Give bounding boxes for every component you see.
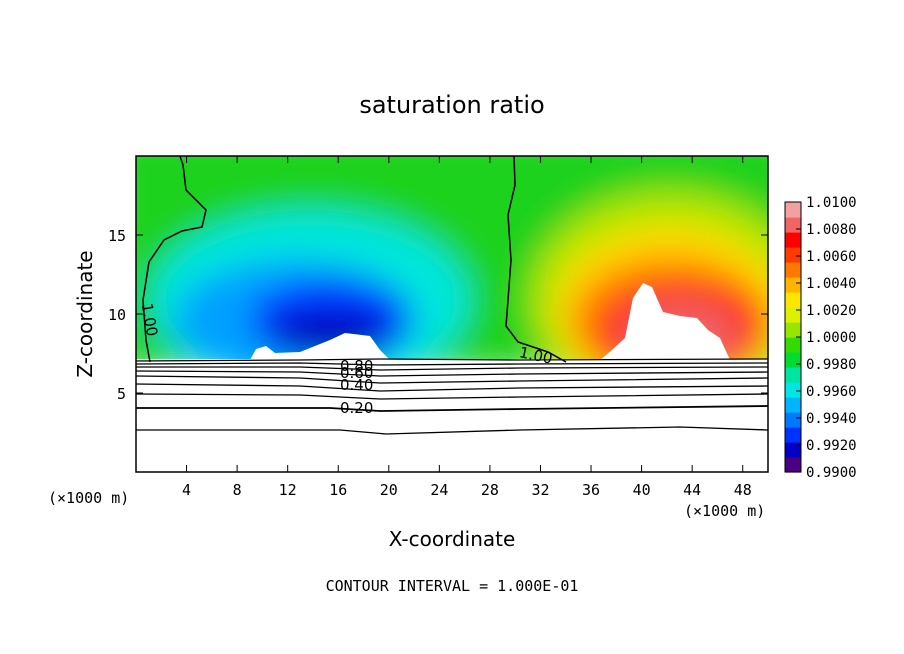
contour-label: 1.00 (138, 302, 162, 338)
contour-labels: 1.00 1.00 0.80 0.60 0.40 0.20 (138, 302, 554, 417)
x-tick-label: 28 (481, 481, 499, 499)
x-unit-right: (×1000 m) (684, 502, 765, 520)
colorbar-swatch (785, 247, 801, 263)
y-axis: 5 10 15 (108, 227, 768, 403)
plot-area: 1.00 1.00 0.80 0.60 0.40 0.20 (136, 156, 768, 472)
colorbar-tick-label: 0.9900 (806, 465, 857, 481)
contour-label: 0.80 (340, 357, 373, 375)
colorbar-tick-label: 1.0020 (806, 303, 857, 319)
colorbar-tick-label: 1.0000 (806, 330, 857, 346)
colorbar-swatch (785, 217, 801, 233)
colorbar-swatch (785, 322, 801, 338)
x-tick-label: 20 (380, 481, 398, 499)
colorbar-swatch (785, 337, 801, 353)
colorbar-tick-label: 0.9940 (806, 411, 857, 427)
contour-line-top-right (505, 156, 567, 363)
colorbar-tick-label: 0.9920 (806, 438, 857, 454)
colorbar-swatches (785, 202, 801, 473)
colorbar-swatch (785, 202, 801, 218)
colorbar-swatch (785, 397, 801, 413)
x-tick-label: 8 (233, 481, 242, 499)
colorbar-swatch (785, 352, 801, 368)
x-unit-left: (×1000 m) (48, 489, 129, 507)
x-tick-label: 24 (430, 481, 448, 499)
contour-label: 0.40 (340, 376, 373, 394)
colorbar-tick-label: 0.9960 (806, 384, 857, 400)
x-tick-label: 4 (182, 481, 191, 499)
colorbar: 1.0100 1.0080 1.0060 1.0040 1.0020 1.0000 0.99… (784, 195, 857, 481)
colorbar-swatch (785, 292, 801, 308)
contour-lines-lower (136, 358, 768, 435)
x-tick-label: 16 (329, 481, 347, 499)
colorbar-swatch (785, 412, 801, 428)
colorbar-swatch (785, 382, 801, 398)
colorbar-swatch (785, 277, 801, 293)
colorbar-swatch (785, 367, 801, 383)
colorbar-tick-label: 1.0060 (806, 249, 857, 265)
y-tick-label: 10 (108, 306, 126, 324)
y-axis-label: Z-coordinate (73, 250, 97, 377)
colorbar-swatch (785, 427, 801, 443)
x-tick-label: 32 (531, 481, 549, 499)
colorbar-ticks: 1.0100 1.0080 1.0060 1.0040 1.0020 1.0000 0.99… (796, 195, 857, 481)
contour-line-top-left (142, 156, 207, 363)
contour-label: 0.20 (340, 399, 373, 417)
colorbar-swatch (785, 232, 801, 248)
contour-label: 0.60 (340, 364, 373, 382)
y-tick-label: 5 (117, 385, 126, 403)
x-tick-label: 36 (582, 481, 600, 499)
colorbar-tick-label: 1.0100 (806, 195, 857, 211)
colorbar-swatch (785, 262, 801, 278)
x-axis: 4 8 12 16 20 24 28 32 36 40 44 48 (182, 156, 752, 499)
colorbar-tick-label: 1.0080 (806, 222, 857, 238)
colorbar-tick-label: 0.9980 (806, 357, 857, 373)
contour-interval-note: CONTOUR INTERVAL = 1.000E-01 (326, 577, 579, 595)
dry-region-blank (250, 333, 390, 360)
y-tick-label: 15 (108, 227, 126, 245)
x-axis-label: X-coordinate (389, 527, 516, 551)
supersaturated-region-blank (600, 283, 730, 360)
colorbar-swatch (785, 442, 801, 458)
colorbar-tick-label: 1.0040 (806, 276, 857, 292)
x-tick-label: 12 (279, 481, 297, 499)
colorbar-swatch (785, 307, 801, 323)
x-tick-label: 40 (633, 481, 651, 499)
lower-layer-blank (136, 359, 768, 472)
chart-title: saturation ratio (359, 91, 544, 119)
x-tick-label: 48 (734, 481, 752, 499)
x-tick-label: 44 (683, 481, 701, 499)
colorbar-swatch (785, 457, 801, 473)
